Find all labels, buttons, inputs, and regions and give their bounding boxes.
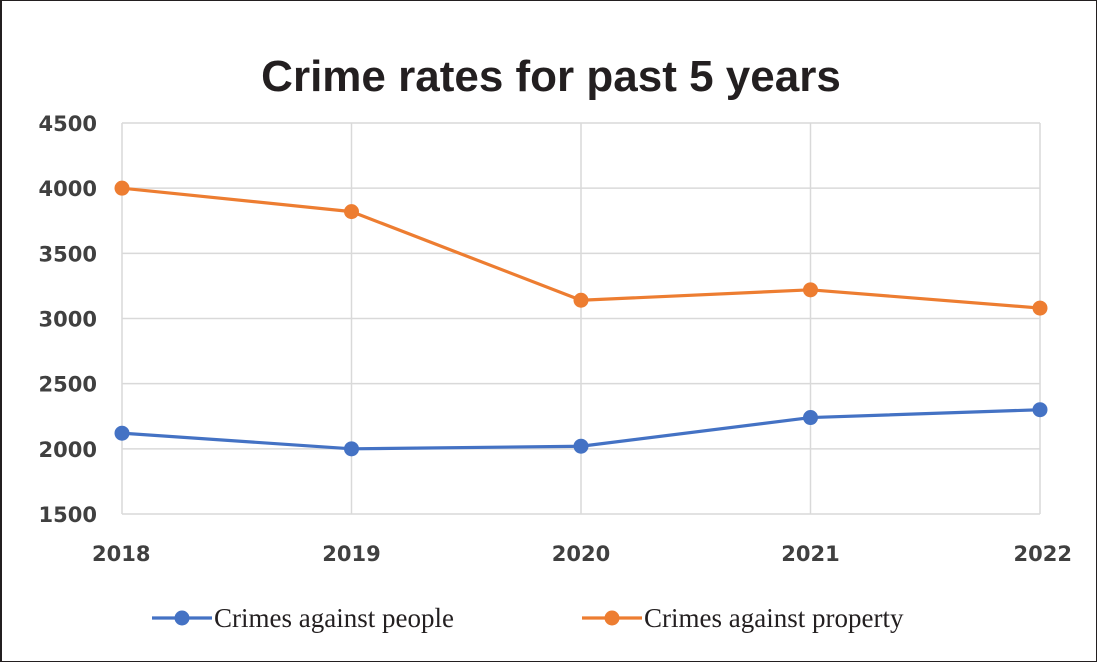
y-tick-label: 4000: [39, 177, 97, 201]
series-1: [114, 402, 1048, 457]
legend-label: Crimes against people: [214, 603, 454, 633]
legend-label: Crimes against property: [644, 603, 904, 633]
y-tick-label: 1500: [39, 503, 97, 527]
x-axis-tick-labels: 2018 2019 2020 2021 2022: [92, 542, 1072, 566]
x-tick-label: 2019: [322, 542, 380, 566]
data-point: [803, 410, 818, 426]
legend-swatch-marker: [174, 610, 190, 626]
y-tick-label: 2500: [39, 373, 97, 397]
series-lines: [114, 180, 1048, 457]
y-axis-tick-labels: 1500 2000 2500 3000 3500 4000 4500: [39, 112, 97, 527]
y-tick-label: 2000: [39, 438, 97, 462]
data-point: [573, 438, 589, 454]
data-point: [344, 204, 359, 220]
x-tick-label: 2022: [1014, 542, 1072, 566]
series-2: [114, 180, 1048, 316]
y-tick-label: 3500: [39, 242, 97, 266]
data-point: [114, 180, 130, 196]
legend: Crimes against people Crimes against prop…: [152, 603, 904, 633]
x-tick-label: 2020: [552, 542, 610, 566]
data-point: [803, 282, 818, 298]
grid-lines: [121, 122, 1041, 515]
data-point: [1032, 300, 1048, 316]
x-tick-label: 2021: [781, 542, 839, 566]
data-point: [1032, 402, 1048, 418]
legend-swatch-marker: [604, 610, 620, 626]
data-point: [344, 441, 359, 457]
legend-item: Crimes against property: [582, 603, 904, 633]
y-tick-label: 3000: [39, 308, 97, 332]
data-point: [114, 425, 130, 441]
data-point: [573, 292, 589, 308]
x-tick-label: 2018: [92, 542, 150, 566]
chart-title: Crime rates for past 5 years: [261, 52, 841, 101]
legend-item: Crimes against people: [152, 603, 454, 633]
y-tick-label: 4500: [39, 112, 97, 136]
